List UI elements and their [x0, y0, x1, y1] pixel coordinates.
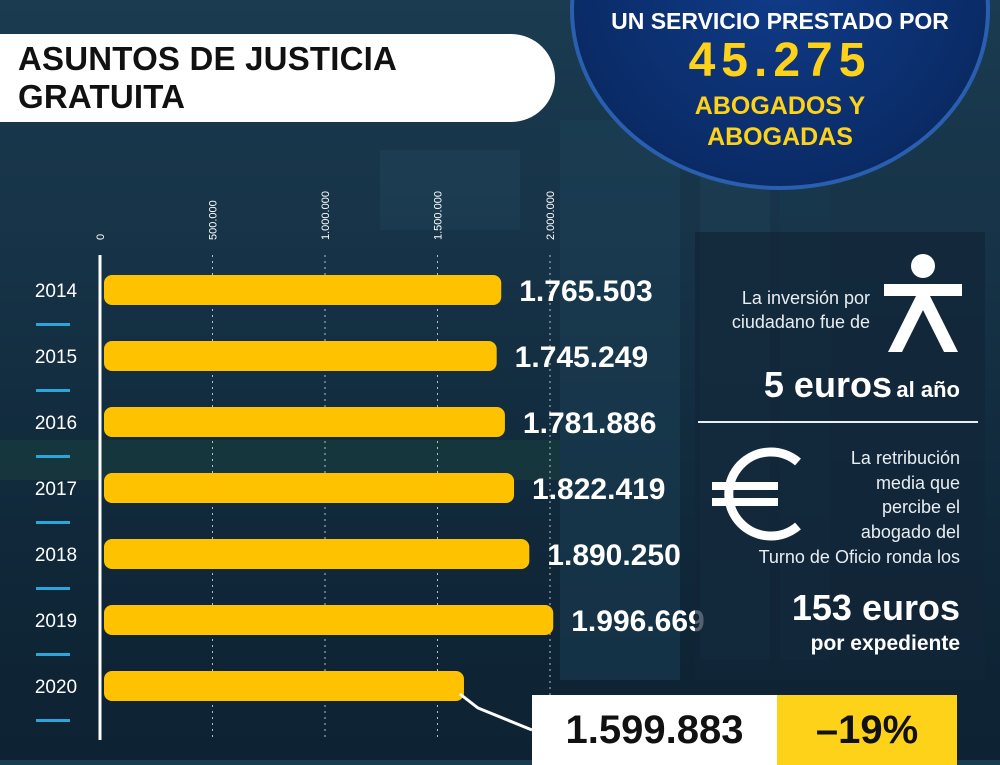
bar	[104, 341, 497, 371]
change-percentage-box: –19%	[777, 695, 957, 765]
investment-text-line1: La inversión por	[741, 288, 870, 308]
year-label: 2017	[35, 479, 77, 500]
badge-line-3: ABOGADAS	[707, 123, 853, 152]
total-2020-value: 1.599.883	[565, 707, 744, 752]
info-panel	[695, 232, 985, 680]
value-label: 1.822.419	[532, 473, 665, 506]
year-separator	[36, 455, 70, 458]
info-divider	[698, 421, 978, 423]
title-bar: ASUNTOS DE JUSTICIA GRATUITA	[0, 34, 555, 122]
year-separator	[36, 719, 70, 722]
badge-line-2: ABOGADOS Y	[694, 92, 866, 120]
badge-line-1: UN SERVICIO PRESTADO POR	[611, 8, 949, 34]
investment-text-line2: ciudadano fue de	[731, 312, 870, 333]
retribution-line-4: abogado del	[860, 521, 960, 542]
axis-tick-label: 1.000.000	[320, 191, 332, 240]
year-separator	[36, 587, 70, 590]
bar	[104, 473, 515, 503]
axis-tick-label: 0	[95, 234, 107, 240]
value-label: 1.781.886	[523, 407, 656, 440]
investment-value-block: 5 euros al año	[700, 364, 960, 406]
year-separator	[36, 323, 70, 326]
last-bar-connector	[459, 692, 533, 732]
year-separator	[36, 653, 70, 656]
retribution-value-block: 153 euros por expediente	[700, 588, 960, 656]
investment-text: La inversión por ciudadano fue de	[700, 286, 870, 335]
bar	[104, 605, 554, 635]
axis-tick-label: 2.000.000	[545, 191, 557, 240]
year-separator	[36, 521, 70, 524]
person-icon	[884, 254, 962, 352]
bar	[104, 407, 505, 437]
axis-tick-label: 1.500.000	[433, 191, 445, 240]
investment-value: 5 euros	[763, 364, 892, 405]
year-label: 2018	[35, 545, 77, 566]
axis-tick-label: 500.000	[208, 200, 220, 240]
value-label: 1.765.503	[519, 275, 652, 308]
euro-icon	[712, 447, 801, 541]
change-percentage: –19%	[815, 707, 919, 752]
retribution-line-3: percibe el	[881, 497, 960, 518]
total-2020-box: 1.599.883	[532, 695, 777, 765]
bar	[104, 539, 530, 569]
bar	[104, 275, 502, 305]
year-label: 2020	[35, 677, 77, 698]
year-label: 2014	[35, 281, 78, 302]
badge-number: 45.275	[688, 34, 872, 87]
value-label: 1.745.249	[515, 341, 648, 374]
retribution-value: 153 euros	[791, 587, 960, 628]
retribution-unit: por expediente	[810, 631, 960, 655]
value-label: 1.890.250	[547, 539, 680, 572]
chart-title: ASUNTOS DE JUSTICIA GRATUITA	[18, 40, 396, 115]
year-separator	[36, 389, 70, 392]
year-label: 2019	[35, 611, 77, 632]
retribution-text: La retribución media que percibe el abog…	[730, 446, 960, 569]
bar	[104, 671, 464, 701]
retribution-line-2: media que	[875, 472, 960, 493]
badge-line-lawyers: ABOGADOS Y ABOGADAS	[570, 91, 990, 154]
year-label: 2016	[35, 413, 77, 434]
value-label: 1.996.669	[571, 605, 704, 638]
retribution-line-1: La retribución	[850, 448, 960, 468]
retribution-line-5: Turno de Oficio ronda los	[758, 546, 960, 567]
lawyers-badge-text: UN SERVICIO PRESTADO POR 45.275 ABOGADOS…	[570, 0, 990, 154]
investment-unit: al año	[896, 377, 960, 402]
year-label: 2015	[35, 347, 77, 368]
